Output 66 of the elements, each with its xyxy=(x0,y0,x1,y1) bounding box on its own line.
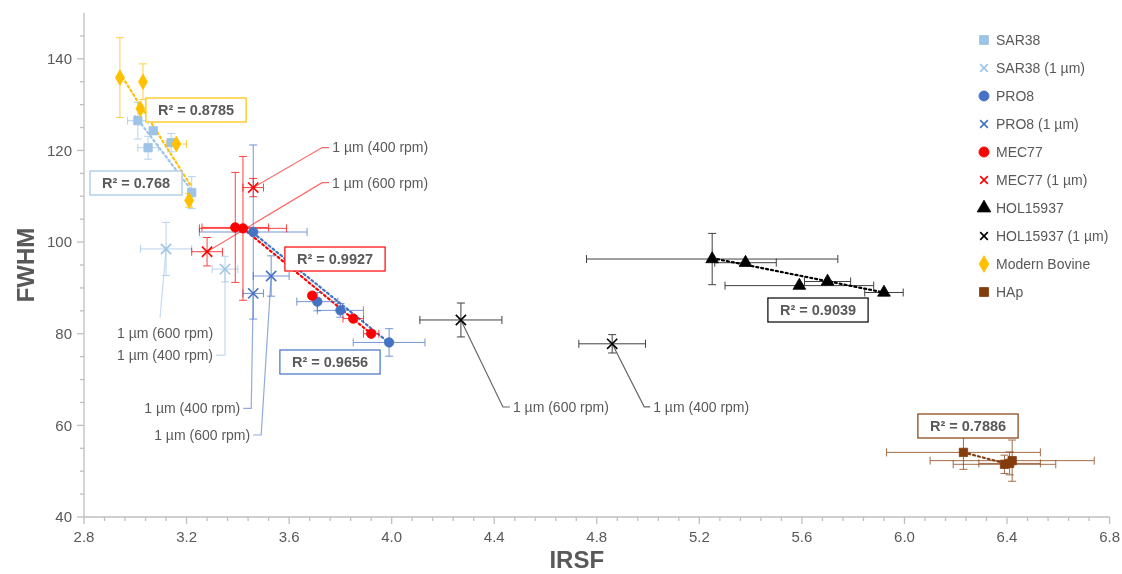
point xyxy=(606,337,619,350)
y-tick-label: 60 xyxy=(55,416,72,434)
x-tick-label: 6.0 xyxy=(894,528,915,545)
x-tick-label: 4.0 xyxy=(381,528,403,545)
y-tick-label: 140 xyxy=(46,50,72,68)
point xyxy=(738,254,753,267)
x-tick-label: 5.6 xyxy=(791,528,813,545)
annotation: 1 µm (400 rpm) xyxy=(144,400,241,417)
x-tick-label: 2.8 xyxy=(73,528,95,545)
point xyxy=(792,277,807,290)
x-tick-label: 6.4 xyxy=(996,528,1018,545)
legend-label: HOL15937 xyxy=(996,199,1064,216)
point xyxy=(143,143,153,153)
point xyxy=(201,245,213,258)
point xyxy=(820,273,835,286)
legend-label: HOL15937 (1 µm) xyxy=(996,227,1109,244)
legend-label: SAR38 (1 µm) xyxy=(996,59,1085,76)
y-tick-label: 40 xyxy=(55,508,72,526)
point xyxy=(384,337,395,348)
y-tick-label: 80 xyxy=(55,324,72,342)
x-tick-label: 5.2 xyxy=(688,528,710,545)
annotation: R² = 0.9039 xyxy=(779,302,857,319)
x-tick-label: 4.4 xyxy=(483,528,505,545)
point xyxy=(247,287,260,300)
point xyxy=(237,223,249,234)
point xyxy=(705,251,719,264)
annotation: 1 µm (600 rpm) xyxy=(117,324,214,341)
annotation: 1 µm (400 rpm) xyxy=(653,398,750,415)
x-tick-label: 6.8 xyxy=(1099,528,1121,545)
x-tick-label: 3.6 xyxy=(278,528,300,545)
point xyxy=(348,313,359,324)
point xyxy=(248,226,259,238)
annotation: 1 µm (400 rpm) xyxy=(117,347,214,364)
point xyxy=(307,290,318,301)
point xyxy=(265,270,278,282)
legend-label: SAR38 xyxy=(996,31,1041,48)
annotation: R² = 0.768 xyxy=(101,175,171,192)
point xyxy=(366,328,377,339)
legend-label: Modern Bovine xyxy=(996,255,1091,272)
point xyxy=(160,243,172,255)
annotation: 1 µm (400 rpm) xyxy=(332,139,429,156)
legend-label: MEC77 (1 µm) xyxy=(996,171,1088,188)
x-tick-label: 3.2 xyxy=(176,528,197,545)
annotation: R² = 0.9927 xyxy=(296,251,374,268)
point xyxy=(247,181,260,194)
annotation: R² = 0.7886 xyxy=(929,418,1007,435)
legend-label: PRO8 (1 µm) xyxy=(996,115,1079,132)
annotation: R² = 0.8785 xyxy=(157,102,235,119)
x-axis-title: IRSF xyxy=(549,546,605,573)
point xyxy=(958,447,969,457)
annotation: 1 µm (600 rpm) xyxy=(154,426,251,443)
point xyxy=(877,284,891,297)
y-tick-label: 120 xyxy=(46,141,72,159)
legend-label: HAp xyxy=(996,283,1024,300)
legend-label: PRO8 xyxy=(996,87,1035,104)
y-axis-title: FWHM xyxy=(12,227,39,303)
annotation: R² = 0.9656 xyxy=(291,354,369,371)
y-tick-label: 100 xyxy=(46,233,72,251)
point xyxy=(133,116,143,126)
point xyxy=(454,314,467,326)
x-tick-label: 4.8 xyxy=(586,528,608,545)
point xyxy=(219,263,231,276)
legend-label: MEC77 xyxy=(996,143,1043,160)
point xyxy=(148,126,158,136)
annotation: 1 µm (600 rpm) xyxy=(332,174,429,191)
annotation: 1 µm (600 rpm) xyxy=(512,398,609,415)
